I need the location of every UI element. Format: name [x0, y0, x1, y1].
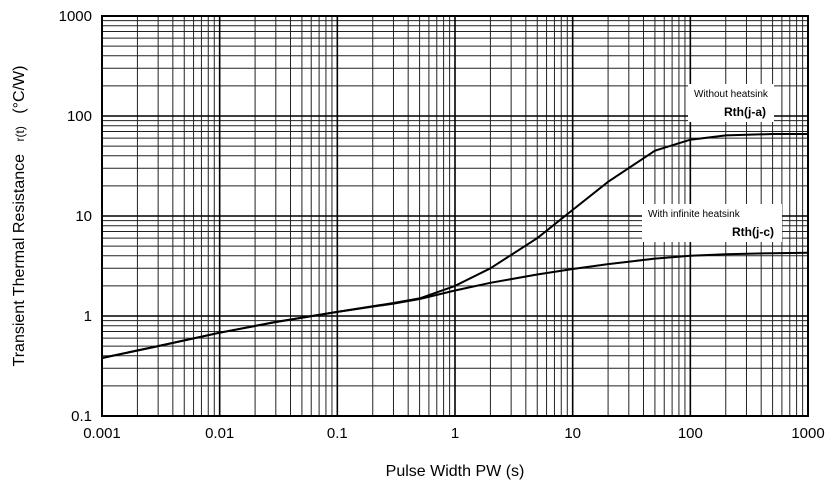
- series-layer: [101, 133, 809, 359]
- svg-text:Transient Thermal Resistance: Transient Thermal Resistance r(t) (°C/W): [11, 66, 28, 367]
- series-symbol-rth-j-c: Rth(j-c): [732, 225, 774, 239]
- y-axis-label: Transient Thermal Resistance r(t) (°C/W): [11, 66, 28, 367]
- y-tick-label: 100: [67, 108, 92, 125]
- series-name-with-infinite-heatsink: With infinite heatsink: [648, 209, 741, 220]
- y-tick-label: 1000: [59, 8, 92, 25]
- y-axis-symbol: r(t): [13, 126, 27, 141]
- x-tick-label: 1000: [791, 425, 824, 442]
- annotation-without-heatsink: Without heatsink Rth(j-a): [688, 84, 774, 122]
- series-line-with-infinite-heatsink: [101, 251, 809, 359]
- y-tick-labels: 0.1 1 10 100 1000: [59, 8, 92, 425]
- annotation-with-infinite-heatsink: With infinite heatsink Rth(j-c): [642, 204, 782, 242]
- x-axis-label: Pulse Width PW (s): [386, 463, 525, 480]
- series-symbol-rth-j-a: Rth(j-a): [724, 105, 766, 119]
- annotation-background: [642, 204, 782, 242]
- annotation-background: [688, 84, 774, 122]
- y-axis-unit: (°C/W): [11, 66, 28, 114]
- x-tick-label: 0.001: [83, 425, 121, 442]
- y-tick-label: 0.1: [71, 408, 92, 425]
- plot-frame: [101, 15, 809, 417]
- x-tick-labels: 0.001 0.01 0.1 1 10 100 1000: [83, 425, 824, 442]
- series-name-without-heatsink: Without heatsink: [694, 89, 769, 100]
- x-tick-label: 0.01: [205, 425, 234, 442]
- y-axis-title: Transient Thermal Resistance: [11, 154, 28, 367]
- x-tick-label: 0.1: [327, 425, 348, 442]
- y-tick-label: 10: [75, 208, 92, 225]
- x-tick-label: 100: [678, 425, 703, 442]
- x-tick-label: 1: [451, 425, 459, 442]
- x-tick-label: 10: [564, 425, 581, 442]
- y-tick-label: 1: [84, 308, 92, 325]
